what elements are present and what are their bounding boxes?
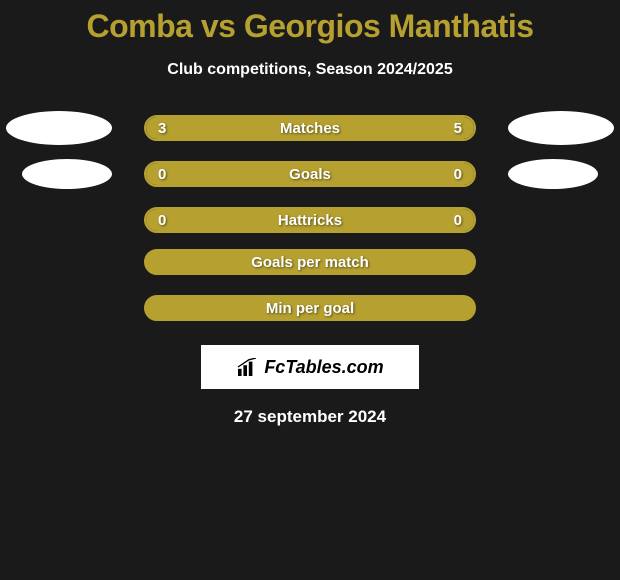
page-title: Comba vs Georgios Manthatis bbox=[0, 8, 620, 45]
spacer bbox=[6, 203, 112, 237]
stat-bar: 0 Hattricks 0 bbox=[144, 207, 476, 233]
stat-row-matches: 3 Matches 5 bbox=[0, 111, 620, 145]
player-avatar-right bbox=[508, 111, 614, 145]
stat-label: Min per goal bbox=[146, 297, 474, 319]
stat-label: Goals bbox=[146, 163, 474, 185]
stat-row-hattricks: 0 Hattricks 0 bbox=[0, 203, 620, 237]
comparison-card: Comba vs Georgios Manthatis Club competi… bbox=[0, 0, 620, 427]
stat-bar: 3 Matches 5 bbox=[144, 115, 476, 141]
stat-label: Matches bbox=[146, 117, 474, 139]
chart-icon bbox=[236, 358, 258, 376]
watermark-box: FcTables.com bbox=[201, 345, 419, 389]
player-avatar-left bbox=[6, 111, 112, 145]
stat-bar-goals-per-match: Goals per match bbox=[144, 249, 476, 275]
stat-value-right: 5 bbox=[454, 117, 462, 139]
player-avatar-left bbox=[22, 159, 112, 189]
stat-bar: 0 Goals 0 bbox=[144, 161, 476, 187]
watermark-text: FcTables.com bbox=[264, 357, 383, 378]
player-avatar-right bbox=[508, 159, 598, 189]
spacer bbox=[508, 203, 614, 237]
stat-label: Goals per match bbox=[146, 251, 474, 273]
stat-value-right: 0 bbox=[454, 163, 462, 185]
stat-label: Hattricks bbox=[146, 209, 474, 231]
stat-value-right: 0 bbox=[454, 209, 462, 231]
stat-row-goals: 0 Goals 0 bbox=[0, 157, 620, 191]
stat-bar-min-per-goal: Min per goal bbox=[144, 295, 476, 321]
subtitle: Club competitions, Season 2024/2025 bbox=[0, 61, 620, 79]
watermark-container: FcTables.com bbox=[0, 345, 620, 389]
date-label: 27 september 2024 bbox=[0, 407, 620, 427]
